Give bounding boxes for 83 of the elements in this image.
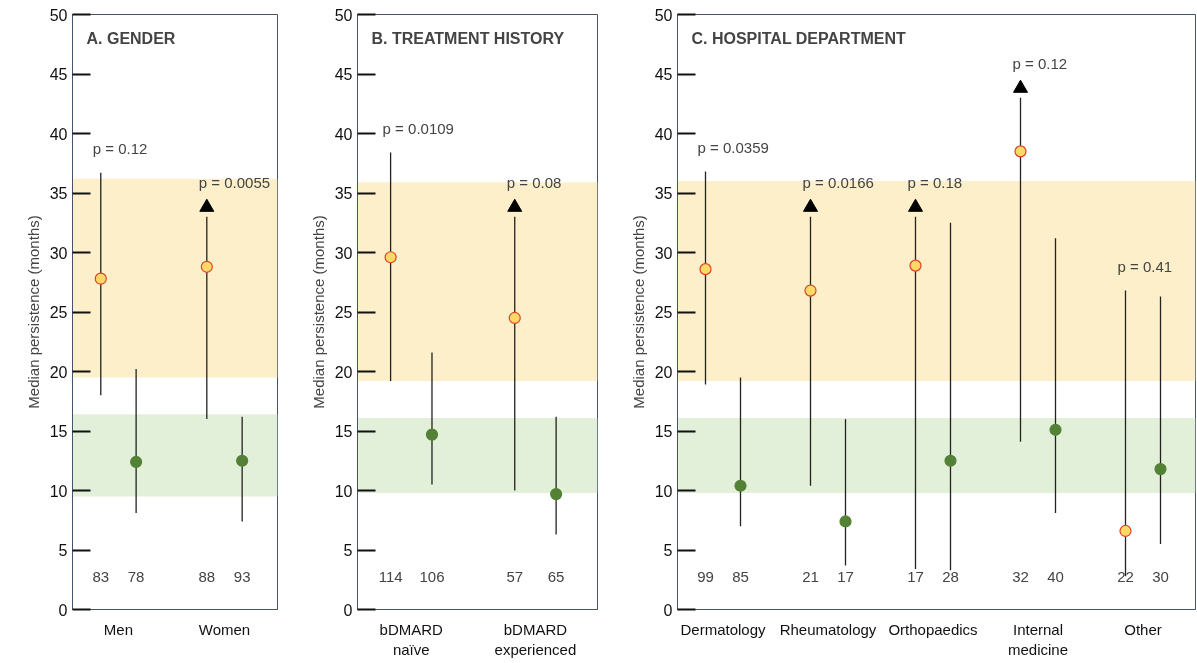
y-tick-label: 25	[49, 304, 68, 321]
x-tick-label: Men	[103, 620, 134, 638]
x-tick-label: Women	[198, 620, 251, 638]
point	[1013, 79, 1028, 93]
y-tick-label: 30	[49, 244, 68, 262]
annotation: 22	[1117, 567, 1134, 585]
annotation: p = 0.0166	[802, 174, 874, 192]
y-tick-label: 0	[343, 601, 353, 619]
y-tick-label: 35	[654, 185, 673, 202]
x-tick-label: Internal medicine	[1007, 620, 1069, 658]
x-tick-label: Orthopaedics	[888, 620, 978, 638]
annotation: 114	[378, 567, 403, 585]
annotation: 28	[942, 567, 959, 585]
y-tick-label: 5	[58, 542, 68, 559]
point	[804, 284, 817, 297]
point	[1014, 145, 1027, 158]
y-tick-label: 20	[654, 363, 673, 381]
point	[909, 259, 922, 272]
y-tick-label: 25	[334, 304, 353, 321]
annotation: 78	[127, 567, 145, 585]
text: C. HOSPITAL DEPARTMENT	[691, 29, 906, 47]
annotation: 88	[198, 567, 216, 585]
text: B. TREATMENT HISTORY	[371, 29, 565, 47]
y-axis-title: Median persistence (months)	[24, 215, 42, 409]
annotation: 99	[697, 567, 714, 585]
annotation: 83	[92, 567, 110, 585]
x-tick-label: Rheumatology	[779, 620, 877, 638]
annotation: 57	[506, 567, 524, 585]
x-tick-label: bDMARD experienced	[494, 620, 577, 658]
y-tick-label: 15	[654, 423, 673, 440]
annotation: p = 0.12	[1012, 55, 1068, 73]
annotation: 106	[419, 567, 445, 585]
y-tick-label: 25	[654, 304, 673, 321]
annotation: p = 0.18	[907, 174, 963, 192]
y-tick-label: 40	[334, 125, 353, 143]
x-tick-label: Dermatology	[680, 620, 767, 638]
y-tick-label: 0	[663, 601, 673, 619]
point	[908, 198, 923, 212]
annotation: 21	[802, 567, 819, 585]
annotation: p = 0.08	[506, 174, 562, 192]
y-tick-label: 45	[49, 66, 68, 83]
y-tick-label: 35	[49, 185, 68, 202]
text: A. GENDER	[86, 29, 176, 47]
y-tick-label: 30	[654, 244, 673, 262]
y-tick-label: 5	[343, 542, 353, 559]
y-tick-label: 45	[654, 66, 673, 83]
y-tick-label: 40	[49, 125, 68, 143]
y-tick-label: 50	[49, 6, 68, 24]
y-tick-label: 0	[58, 601, 68, 619]
y-tick-label: 50	[654, 6, 673, 24]
annotation: 40	[1047, 567, 1064, 585]
y-tick-label: 15	[49, 423, 68, 440]
annotation: p = 0.41	[1117, 257, 1173, 275]
point	[1119, 524, 1132, 538]
x-tick-label: bDMARD naïve	[379, 620, 444, 658]
y-tick-label: 50	[334, 6, 353, 24]
annotation: 17	[837, 567, 854, 585]
y-axis-title: Median persistence (months)	[629, 215, 647, 409]
annotation: p = 0.12	[92, 139, 148, 157]
y-tick-label: 45	[334, 66, 353, 83]
annotation: 17	[907, 567, 924, 585]
y-tick-label: 35	[334, 185, 353, 202]
y-tick-label: 10	[49, 482, 68, 500]
y-tick-label: 20	[334, 363, 353, 381]
annotation: 85	[732, 567, 749, 585]
annotation: 93	[233, 567, 251, 585]
y-tick-label: 40	[654, 125, 673, 143]
point	[803, 198, 818, 212]
annotation: 30	[1152, 567, 1169, 585]
annotation: p = 0.0359	[697, 138, 769, 156]
annotation: 65	[547, 567, 565, 585]
y-tick-label: 20	[49, 363, 68, 381]
y-axis-title: Median persistence (months)	[309, 215, 327, 409]
y-tick-label: 10	[654, 482, 673, 500]
x-tick-label: Other	[1124, 620, 1162, 638]
y-tick-label: 10	[334, 482, 353, 500]
annotation: p = 0.0055	[198, 174, 271, 192]
annotation: p = 0.0109	[382, 119, 454, 137]
annotation: 32	[1012, 567, 1029, 585]
point	[699, 263, 712, 276]
y-tick-label: 15	[334, 423, 353, 440]
y-tick-label: 30	[334, 244, 353, 262]
y-tick-label: 5	[663, 542, 673, 559]
